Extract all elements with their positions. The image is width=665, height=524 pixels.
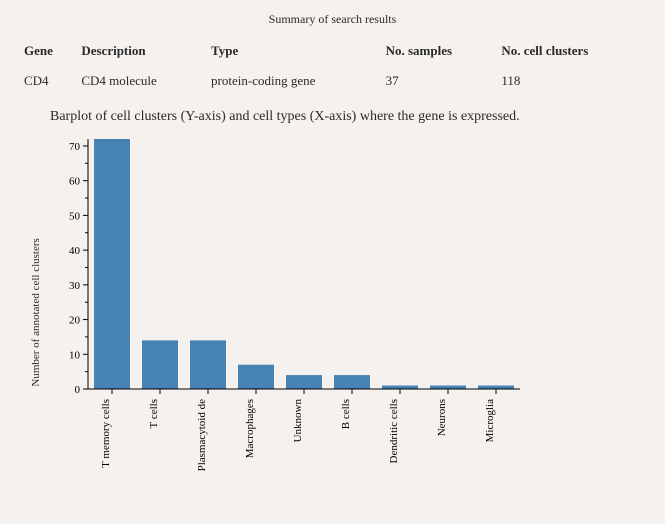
col-gene: Gene xyxy=(20,37,77,69)
svg-text:0: 0 xyxy=(75,384,81,396)
bar xyxy=(94,139,130,389)
cell-clusters: 118 xyxy=(497,69,645,103)
col-description: Description xyxy=(77,37,207,69)
cell-type: protein-coding gene xyxy=(207,69,382,103)
col-clusters: No. cell clusters xyxy=(497,37,645,69)
x-category-label: T memory cells xyxy=(100,399,112,468)
svg-text:20: 20 xyxy=(69,315,81,327)
svg-text:50: 50 xyxy=(69,210,81,222)
svg-text:30: 30 xyxy=(69,280,81,292)
bar xyxy=(382,386,418,389)
bar xyxy=(286,375,322,389)
x-category-label: Dendritic cells xyxy=(388,399,400,463)
results-table: Gene Description Type No. samples No. ce… xyxy=(20,37,645,103)
cell-description: CD4 molecule xyxy=(77,69,207,103)
chart-caption: Barplot of cell clusters (Y-axis) and ce… xyxy=(50,109,645,125)
table-header-row: Gene Description Type No. samples No. ce… xyxy=(20,37,645,69)
x-category-label: Neurons xyxy=(436,399,448,436)
table-row: CD4 CD4 molecule protein-coding gene 37 … xyxy=(20,69,645,103)
summary-title: Summary of search results xyxy=(20,12,645,27)
chart-area: Number of annotated cell clusters 010203… xyxy=(50,131,645,501)
svg-text:60: 60 xyxy=(69,176,81,188)
bar xyxy=(190,340,226,389)
bar xyxy=(238,365,274,389)
x-category-label: Plasmacytoid de xyxy=(196,399,208,472)
bar xyxy=(430,386,466,389)
x-category-label: Microglia xyxy=(484,399,496,442)
col-samples: No. samples xyxy=(382,37,498,69)
bar xyxy=(142,340,178,389)
cell-gene: CD4 xyxy=(20,69,77,103)
y-axis-label: Number of annotated cell clusters xyxy=(30,238,42,386)
svg-text:40: 40 xyxy=(69,245,81,257)
page-container: Summary of search results Gene Descripti… xyxy=(0,0,665,501)
cell-samples: 37 xyxy=(382,69,498,103)
x-category-label: B cells xyxy=(340,399,352,429)
x-category-label: Unknown xyxy=(292,399,304,443)
bar xyxy=(478,386,514,389)
x-category-label: Macrophages xyxy=(244,399,256,458)
bar xyxy=(334,375,370,389)
svg-text:70: 70 xyxy=(69,141,81,153)
col-type: Type xyxy=(207,37,382,69)
svg-text:10: 10 xyxy=(69,349,81,361)
bar-chart: 0 10 20 30 40 50 60 70 T memory cells T cells Plas… xyxy=(50,131,580,501)
x-category-label: T cells xyxy=(148,399,160,428)
